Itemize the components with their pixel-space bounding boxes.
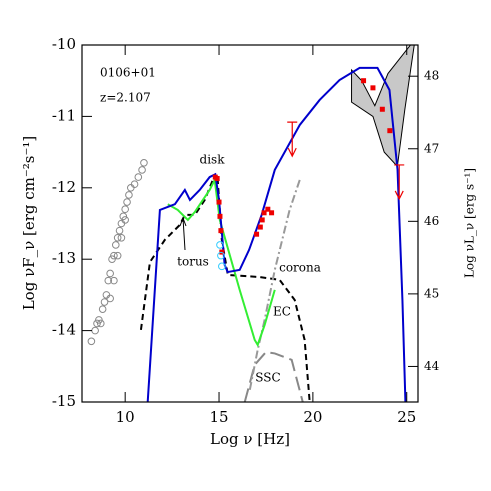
- data-point: [110, 251, 118, 260]
- data-point: [100, 298, 109, 306]
- annotation-arrow: [179, 216, 187, 251]
- data-point: [125, 191, 133, 199]
- y2-tick-label: 46: [424, 214, 439, 228]
- data-point: [96, 319, 105, 328]
- plot-frame: [81, 44, 419, 403]
- y-tick-label: -15: [52, 392, 76, 410]
- curve: [146, 66, 407, 402]
- data-point: [218, 228, 224, 234]
- data-point: [379, 106, 385, 112]
- annotation: 0106+01: [100, 66, 156, 80]
- area: [351, 45, 415, 168]
- data-point: [113, 233, 122, 242]
- x-tick-label: 20: [303, 408, 322, 426]
- data-point: [134, 173, 143, 181]
- x-axis-label: Log ν [Hz]: [210, 430, 290, 448]
- y-tick-label: -12: [52, 178, 76, 196]
- data-point: [106, 269, 114, 278]
- data-point: [216, 241, 224, 249]
- data-point: [127, 184, 135, 192]
- annotation: EC: [273, 305, 291, 319]
- data-point: [130, 180, 139, 189]
- data-point: [108, 255, 116, 264]
- x-tick-label: 25: [397, 408, 416, 426]
- y2-tick-label: 48: [424, 69, 439, 83]
- data-point: [254, 231, 260, 237]
- data-point: [257, 224, 263, 230]
- data-point: [123, 198, 131, 206]
- data-point: [361, 78, 367, 84]
- data-point: [217, 251, 225, 260]
- y2-tick-label: 45: [424, 286, 439, 300]
- y-tick-label: -11: [52, 106, 76, 124]
- data-point: [117, 219, 126, 228]
- data-point: [93, 319, 101, 328]
- annotation: disk: [200, 153, 226, 167]
- upper-limit: [287, 121, 298, 158]
- x-tick-label: 10: [116, 408, 135, 426]
- data-point: [265, 206, 271, 212]
- y-tick-label: -10: [52, 35, 76, 53]
- y-axis-label: Log νF_ν [erg cm⁻²s⁻¹]: [20, 136, 38, 311]
- y2-tick-label: 47: [424, 141, 439, 155]
- data-point: [104, 276, 113, 285]
- x-tick-label: 15: [209, 408, 228, 426]
- data-point: [121, 205, 129, 214]
- data-point: [117, 233, 126, 242]
- data-point: [138, 166, 146, 174]
- data-point: [387, 128, 393, 134]
- data-point: [214, 176, 220, 182]
- data-point: [98, 305, 107, 313]
- data-point: [217, 213, 223, 219]
- data-point: [102, 291, 111, 299]
- annotation: torus: [177, 255, 209, 269]
- annotation: corona: [279, 261, 321, 275]
- annotation: z=2.107: [100, 91, 151, 105]
- y2-tick-label: 44: [424, 359, 440, 373]
- data-point: [269, 210, 275, 216]
- curve: [248, 179, 301, 391]
- data-point: [119, 212, 128, 221]
- data-point: [261, 210, 267, 216]
- data-point: [113, 251, 122, 260]
- data-point: [106, 294, 114, 303]
- upper-limit: [394, 164, 405, 201]
- data-point: [370, 85, 376, 91]
- data-point: [121, 216, 129, 224]
- data-point: [259, 217, 265, 223]
- curve: [139, 178, 311, 402]
- data-point: [87, 337, 96, 346]
- data-point: [216, 199, 222, 205]
- data-point: [95, 316, 103, 324]
- y-tick-label: -14: [52, 321, 76, 339]
- data-point: [110, 276, 118, 285]
- y2-axis-label: Log νL_ν [erg s⁻¹]: [463, 168, 477, 278]
- annotation: SSC: [255, 371, 280, 385]
- data-point: [91, 326, 99, 335]
- data-point: [140, 159, 148, 167]
- data-point: [218, 262, 226, 271]
- y-tick-label: -13: [52, 249, 76, 267]
- data-point: [115, 226, 124, 235]
- data-point: [111, 241, 120, 249]
